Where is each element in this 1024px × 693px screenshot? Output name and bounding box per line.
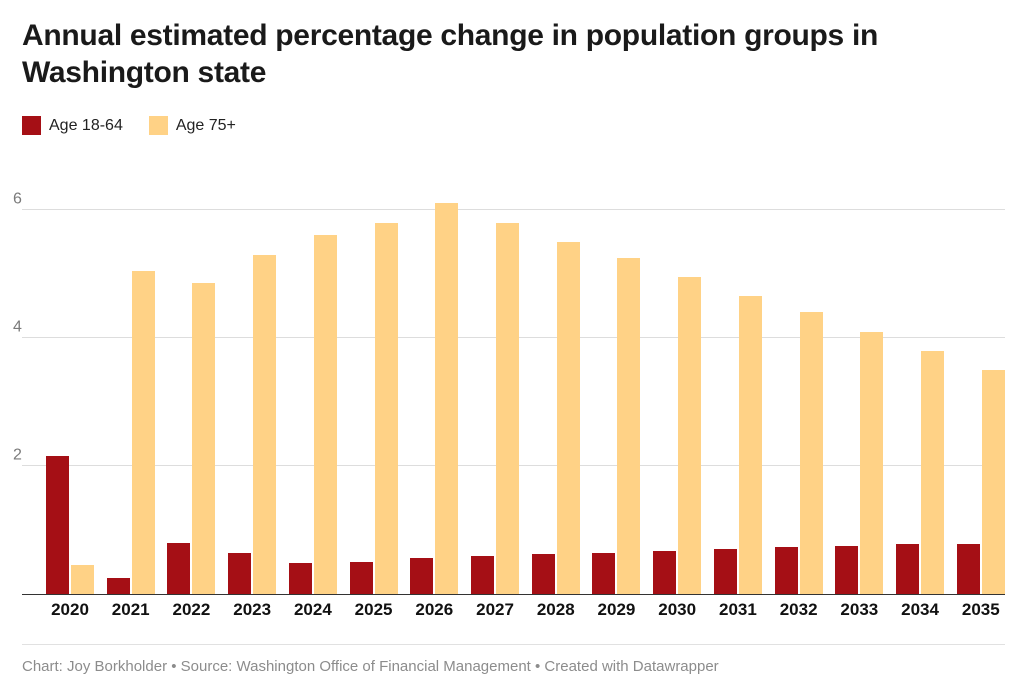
bar-group-2021 (106, 270, 155, 595)
bar-group-2027 (471, 222, 520, 595)
bar-age-18-64-2029[interactable] (592, 552, 616, 595)
x-axis-label-2025: 2025 (354, 600, 393, 620)
x-axis-label-2020: 2020 (51, 600, 89, 620)
bar-age-18-64-2023[interactable] (228, 552, 252, 595)
y-tick-label-4: 4 (13, 318, 22, 336)
x-axis-label-2035: 2035 (961, 600, 1000, 620)
bar-group-2035 (956, 369, 1005, 595)
bar-age-75plus-2022[interactable] (192, 283, 216, 595)
y-tick-label-2: 2 (13, 446, 22, 464)
x-axis-label-2033: 2033 (840, 600, 879, 620)
legend-swatch-age-75plus (148, 116, 168, 136)
y-tick-label-6: 6 (13, 190, 22, 208)
x-axis-label-2032: 2032 (779, 600, 818, 620)
legend-swatch-age-18-64 (22, 116, 41, 136)
bar-age-18-64-2020[interactable] (46, 456, 69, 595)
bar-age-18-64-2022[interactable] (167, 542, 191, 595)
x-axis-label-2026: 2026 (415, 600, 454, 620)
legend-item-age-75plus: Age 75+ (148, 116, 236, 136)
legend-label: Age 75+ (175, 116, 236, 134)
bar-age-18-64-2027[interactable] (471, 555, 495, 595)
bar-series-area (22, 184, 1005, 595)
chart-title: Annual estimated percentage change in po… (22, 19, 879, 89)
bar-age-18-64-2032[interactable] (774, 547, 798, 595)
bar-age-75plus-2028[interactable] (556, 241, 580, 595)
bar-group-2028 (531, 241, 580, 595)
bar-group-2031 (713, 296, 762, 595)
x-axis-label-2031: 2031 (718, 600, 757, 620)
bar-age-75plus-2024[interactable] (313, 235, 337, 595)
bar-age-75plus-2026[interactable] (435, 203, 459, 595)
bar-age-18-64-2034[interactable] (896, 544, 920, 595)
bar-group-2020 (46, 456, 94, 595)
bar-group-2022 (167, 283, 216, 595)
bar-age-75plus-2032[interactable] (799, 312, 823, 595)
x-axis-label-2030: 2030 (658, 600, 697, 620)
bar-group-2025 (349, 222, 398, 595)
bar-age-75plus-2033[interactable] (860, 331, 884, 595)
footer-credit: Chart: Joy Borkholder • Source: Washingt… (22, 644, 1005, 675)
x-axis-label-2029: 2029 (597, 600, 636, 620)
x-axis-label-2022: 2022 (172, 600, 211, 620)
bar-age-18-64-2026[interactable] (410, 557, 434, 595)
bar-age-18-64-2025[interactable] (349, 562, 373, 595)
bar-age-18-64-2028[interactable] (531, 554, 555, 595)
bar-age-75plus-2035[interactable] (981, 369, 1005, 595)
bar-age-75plus-2021[interactable] (131, 270, 155, 595)
bar-age-18-64-2024[interactable] (288, 563, 312, 595)
x-axis-label-2034: 2034 (901, 600, 939, 620)
bar-age-18-64-2035[interactable] (956, 544, 980, 595)
bar-age-18-64-2021[interactable] (106, 578, 130, 595)
bar-age-75plus-2023[interactable] (253, 254, 277, 595)
bar-age-75plus-2031[interactable] (738, 296, 762, 595)
x-axis-labels: 2020 2021 2022 2023 2024 2025 2026 2027 2028 2029… (22, 600, 1005, 623)
legend-label: Age 18-64 (49, 116, 123, 134)
bar-group-2033 (835, 331, 884, 595)
bar-age-75plus-2025[interactable] (374, 222, 398, 595)
bar-group-2034 (896, 350, 945, 595)
x-axis-label-2023: 2023 (233, 600, 272, 620)
legend-item-age-18-64: Age 18-64 (22, 116, 123, 136)
x-axis-label-2027: 2027 (476, 600, 514, 620)
grid-line-6 (22, 208, 1005, 210)
x-axis-label-2024: 2024 (293, 600, 332, 620)
bar-group-2026 (410, 203, 459, 595)
bar-age-75plus-2027[interactable] (496, 222, 520, 595)
x-axis-label-2021: 2021 (111, 600, 150, 620)
x-axis-baseline (22, 594, 1005, 596)
bar-age-75plus-2030[interactable] (678, 277, 702, 595)
legend: Age 18-64 Age 75+ (22, 115, 1005, 136)
bar-age-75plus-2034[interactable] (921, 350, 945, 595)
x-axis-label-2028: 2028 (536, 600, 575, 620)
bar-age-18-64-2030[interactable] (653, 550, 677, 595)
bar-group-2023 (228, 254, 277, 595)
bar-age-18-64-2033[interactable] (835, 546, 859, 595)
bar-group-2032 (774, 312, 823, 595)
plot-area: 2 4 6 (13, 184, 1005, 596)
bar-age-18-64-2031[interactable] (713, 549, 737, 595)
bar-group-2030 (653, 277, 702, 595)
bar-group-2029 (592, 257, 641, 595)
bar-age-75plus-2029[interactable] (617, 257, 641, 595)
bar-group-2024 (288, 235, 337, 595)
bar-age-75plus-2020[interactable] (71, 565, 94, 595)
